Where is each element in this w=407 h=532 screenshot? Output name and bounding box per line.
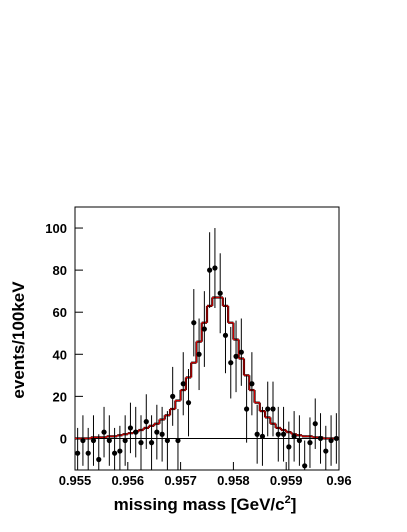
y-tick-label: 20 [53, 389, 67, 404]
x-axis-label: missing mass [GeV/c2] [114, 494, 297, 514]
x-label-sup: 2 [285, 494, 291, 506]
data-point [291, 433, 297, 439]
data-point [138, 440, 144, 446]
data-point [265, 406, 271, 412]
y-tick-label: 100 [45, 221, 67, 236]
y-tick-label: 0 [60, 431, 67, 446]
data-point [317, 435, 324, 442]
data-point [275, 431, 281, 437]
data-point [106, 437, 112, 444]
data-point [254, 431, 260, 437]
data-point [280, 431, 287, 437]
data-point [175, 437, 181, 444]
x-tick-label: 0.958 [217, 473, 250, 488]
data-point [212, 265, 218, 271]
data-point [222, 332, 229, 338]
data-point [170, 393, 176, 399]
data-point [307, 440, 313, 446]
y-tick-label: 60 [53, 305, 67, 320]
data-point [185, 400, 192, 406]
data-point [164, 437, 170, 444]
data-point [90, 437, 97, 444]
data-point [302, 463, 308, 469]
data-point [201, 326, 207, 332]
x-tick-label: 0.959 [270, 473, 303, 488]
data-point [249, 381, 255, 387]
data-point [180, 381, 186, 387]
data-point [259, 433, 266, 439]
x-label-end: ] [291, 495, 297, 514]
data-point [191, 320, 197, 326]
data-point [238, 349, 244, 355]
data-point [143, 419, 149, 425]
data-point [101, 429, 107, 435]
plot-frame [74, 206, 340, 471]
x-label-main: missing mass [GeV/c [114, 495, 285, 514]
data-point [312, 421, 318, 427]
data-point [133, 429, 139, 435]
x-tick-label: 0.956 [112, 473, 145, 488]
data-point [122, 437, 128, 444]
y-tick-label: 80 [53, 263, 67, 278]
data-point [96, 456, 102, 463]
x-tick-label: 0.96 [326, 473, 351, 488]
data-point [217, 290, 223, 296]
x-tick-label: 0.955 [59, 473, 92, 488]
data-point [244, 406, 250, 412]
x-tick-label: 0.957 [164, 473, 197, 488]
data-point [80, 437, 86, 444]
data-point [296, 437, 302, 444]
data-point [154, 429, 160, 435]
y-axis-label: events/100keV [9, 281, 28, 399]
data-point [323, 448, 329, 454]
data-point [159, 431, 165, 437]
y-tick-label: 40 [53, 347, 67, 362]
data-point [85, 450, 91, 456]
data-point [112, 450, 118, 456]
data-point [196, 351, 202, 357]
data-point [117, 448, 123, 454]
data-point [228, 360, 234, 366]
data-point [328, 437, 334, 444]
data-point [333, 435, 339, 442]
data-point [270, 406, 276, 412]
data-point [127, 425, 134, 431]
data-point [75, 450, 81, 456]
data-point [207, 267, 213, 273]
data-point [233, 353, 239, 359]
data-point [148, 440, 155, 446]
data-point [286, 444, 292, 450]
